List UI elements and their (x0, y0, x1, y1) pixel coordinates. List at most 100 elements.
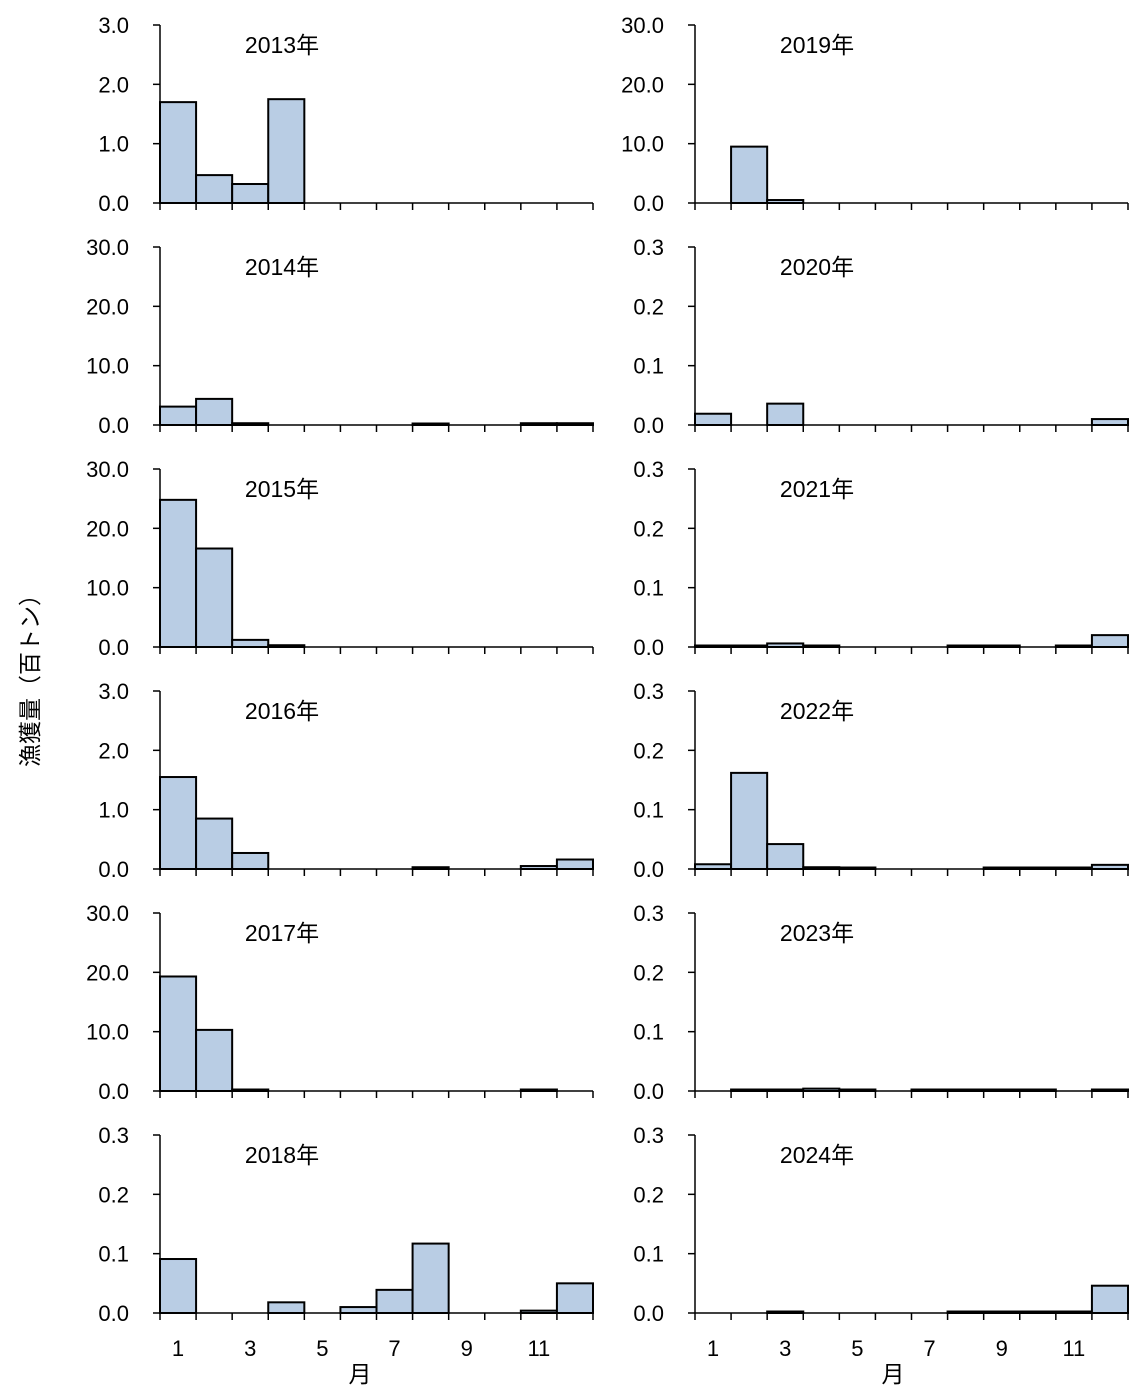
bar-month-3 (231, 851, 270, 870)
x-tick-label: 7 (388, 1336, 400, 1361)
y-tick-label: 0.0 (98, 1301, 129, 1326)
panel-2024年: 0.0 0.1 0.2 0.3 2024年 1 3 5 7 9 11 (633, 1123, 1130, 1361)
y-tick-label: 3.0 (98, 13, 129, 38)
y-tick-label: 0.0 (633, 1301, 664, 1326)
x-tick-label: 5 (316, 1336, 328, 1361)
bar-month-7 (375, 1288, 414, 1314)
y-tick-label: 0.0 (633, 635, 664, 660)
bar-month-2 (730, 771, 769, 871)
bar-month-4 (267, 1301, 306, 1314)
bar-month-12 (1090, 1284, 1130, 1314)
bar-month-3 (231, 638, 270, 649)
y-tick-label: 0.0 (98, 191, 129, 216)
bar-month-2 (730, 145, 769, 205)
y-axis-title: 漁獲量（百トン） (17, 583, 43, 767)
panel-title: 2018年 (245, 1142, 319, 1168)
panel-2015年: 0.0 10.0 20.0 30.0 2015年 (86, 457, 594, 660)
y-tick-label: 0.0 (633, 413, 664, 438)
y-tick-label: 0.0 (98, 857, 129, 882)
bar-month-1 (159, 975, 198, 1092)
panels-layer: 0.01.02.03.02013年0.010.020.030.02014年0.0… (86, 13, 1130, 1361)
y-tick-label: 20.0 (621, 72, 664, 97)
panel-2013年: 0.0 1.0 2.0 3.0 2013年 (98, 13, 594, 216)
panel-title: 2022年 (780, 698, 854, 724)
y-tick-label: 0.0 (633, 857, 664, 882)
bar-month-1 (159, 101, 198, 204)
x-tick-label: 7 (923, 1336, 935, 1361)
bar-month-1 (159, 405, 198, 426)
y-tick-label: 30.0 (86, 901, 129, 926)
panel-title: 2024年 (780, 1142, 854, 1168)
bar-month-3 (766, 843, 805, 871)
y-tick-label: 0.0 (98, 635, 129, 660)
y-tick-label: 0.3 (633, 457, 664, 482)
y-tick-label: 3.0 (98, 679, 129, 704)
y-tick-label: 0.3 (98, 1123, 129, 1148)
panel-2020年: 0.0 0.1 0.2 0.3 2020年 (633, 235, 1130, 438)
y-tick-label: 2.0 (98, 72, 129, 97)
panel-title: 2013年 (245, 32, 319, 58)
y-tick-label: 0.2 (633, 738, 664, 763)
y-tick-label: 0.2 (633, 1182, 664, 1207)
x-axis-title-left: 月 (349, 1361, 372, 1387)
y-tick-label: 0.2 (633, 516, 664, 541)
bar-month-1 (694, 412, 733, 427)
y-tick-label: 0.1 (633, 576, 664, 601)
y-tick-label: 10.0 (86, 1020, 129, 1045)
panel-2021年: 0.0 0.1 0.2 0.3 2021年 (633, 457, 1130, 660)
y-tick-label: 0.1 (633, 1020, 664, 1045)
panel-title: 2016年 (245, 698, 319, 724)
bar-month-12 (1090, 418, 1130, 427)
y-tick-label: 0.3 (633, 235, 664, 260)
bar-month-3 (231, 183, 270, 204)
bar-month-12 (555, 1282, 594, 1314)
panel-title: 2023年 (780, 920, 854, 946)
bar-month-2 (195, 397, 234, 427)
bar-month-6 (339, 1306, 378, 1314)
panel-title: 2017年 (245, 920, 319, 946)
bar-month-4 (267, 98, 306, 204)
y-tick-label: 0.2 (633, 960, 664, 985)
bar-month-1 (159, 1258, 198, 1315)
y-tick-label: 10.0 (621, 132, 664, 157)
y-tick-label: 20.0 (86, 294, 129, 319)
bar-month-2 (195, 174, 234, 204)
bar-month-8 (411, 1242, 450, 1314)
bar-month-3 (766, 402, 805, 427)
bar-month-1 (159, 498, 198, 648)
x-tick-label: 1 (707, 1336, 719, 1361)
panel-2022年: 0.0 0.1 0.2 0.3 2022年 (633, 679, 1130, 882)
y-tick-label: 1.0 (98, 798, 129, 823)
y-tick-label: 0.3 (633, 901, 664, 926)
x-tick-label: 11 (527, 1336, 550, 1361)
panel-2018年: 0.0 0.1 0.2 0.3 2018年 1 3 5 7 9 11 (98, 1123, 594, 1361)
panel-2017年: 0.0 10.0 20.0 30.0 2017年 (86, 901, 594, 1104)
x-tick-label: 1 (172, 1336, 184, 1361)
panel-title: 2014年 (245, 254, 319, 280)
y-tick-label: 0.1 (98, 1242, 129, 1267)
bar-month-2 (195, 817, 234, 871)
panel-title: 2015年 (245, 476, 319, 502)
y-tick-label: 0.0 (633, 1079, 664, 1104)
x-tick-label: 9 (996, 1336, 1008, 1361)
panel-2014年: 0.0 10.0 20.0 30.0 2014年 (86, 235, 594, 438)
x-tick-label: 3 (779, 1336, 791, 1361)
x-tick-label: 11 (1062, 1336, 1085, 1361)
bar-month-1 (159, 776, 198, 871)
y-tick-label: 10.0 (86, 354, 129, 379)
panel-2019年: 0.0 10.0 20.0 30.0 2019年 (621, 13, 1129, 216)
panel-2016年: 0.0 1.0 2.0 3.0 2016年 (98, 679, 594, 882)
y-tick-label: 1.0 (98, 132, 129, 157)
y-tick-label: 20.0 (86, 516, 129, 541)
bar-month-2 (195, 1028, 234, 1093)
bar-month-12 (555, 858, 594, 871)
y-tick-label: 30.0 (86, 457, 129, 482)
x-tick-label: 9 (461, 1336, 473, 1361)
y-tick-label: 0.1 (633, 354, 664, 379)
panel-2023年: 0.0 0.1 0.2 0.3 2023年 (633, 901, 1130, 1104)
x-tick-label: 5 (851, 1336, 863, 1361)
x-axis-title-right: 月 (882, 1361, 905, 1387)
y-tick-label: 30.0 (86, 235, 129, 260)
panel-title: 2021年 (780, 476, 854, 502)
